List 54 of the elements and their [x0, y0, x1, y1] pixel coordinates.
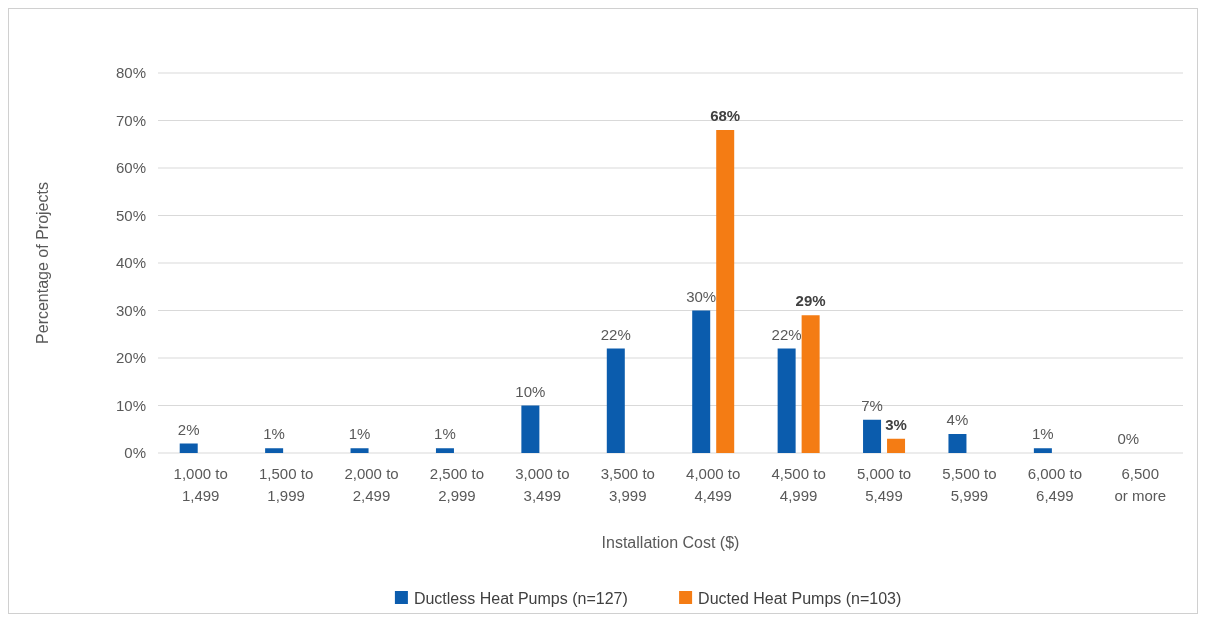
y-tick-label: 80% [115, 64, 146, 82]
x-tick-label: 2,500 to 2,999 [429, 465, 485, 504]
x-tick-label: 1,500 to 1,999 [259, 465, 314, 504]
x-tick-label: 4,500 to 4,999 [771, 465, 826, 504]
y-tick-label: 10% [115, 396, 146, 414]
data-label: 2% [177, 420, 200, 438]
data-label: 29% [795, 292, 826, 310]
x-tick-label: 2,000 to 2,499 [344, 465, 399, 504]
legend-label: Ductless Heat Pumps (n=127) [413, 589, 628, 607]
data-label: 10% [515, 382, 546, 400]
x-tick-label: 3,000 to 3,499 [515, 465, 570, 504]
bar [179, 443, 198, 453]
data-label: 30% [686, 287, 717, 305]
y-tick-label: 20% [115, 349, 146, 367]
x-tick-label: 1,000 to 1,499 [173, 465, 228, 504]
y-tick-label: 30% [115, 301, 146, 319]
data-label: 1% [1032, 425, 1054, 443]
data-label: 4% [946, 411, 969, 428]
y-axis-title: Percentage of Projects [34, 182, 51, 344]
y-tick-label: 0% [124, 444, 146, 462]
bar [1033, 448, 1052, 453]
data-label: 1% [348, 425, 371, 443]
data-label: 1% [263, 425, 285, 443]
x-axis-title: Installation Cost ($) [601, 534, 740, 551]
data-label: 3% [885, 415, 907, 433]
data-label: 22% [600, 325, 631, 343]
x-tick-label: 4,000 to 4,499 [686, 465, 741, 504]
y-tick-label: 40% [115, 254, 146, 272]
bar [265, 448, 284, 453]
x-tick-label: 6,500 or more [1114, 465, 1167, 504]
x-tick-label: 5,500 to 5,999 [942, 465, 997, 504]
bar [777, 348, 796, 453]
bar [692, 310, 711, 453]
x-tick-label: 3,500 to 3,999 [600, 465, 655, 504]
bar [435, 448, 454, 453]
bar [863, 419, 882, 453]
data-label: 22% [771, 325, 802, 343]
x-tick-label: 6,000 to 6,499 [1027, 465, 1082, 504]
data-label: 68% [710, 107, 741, 124]
data-label: 1% [434, 425, 456, 443]
bar [887, 438, 906, 453]
y-tick-label: 70% [115, 111, 146, 129]
bar [350, 448, 369, 453]
data-label: 0% [1117, 430, 1140, 447]
legend-label: Ducted Heat Pumps (n=103) [698, 589, 902, 607]
data-label: 7% [861, 396, 883, 414]
bar [606, 348, 625, 453]
bar [801, 315, 820, 453]
y-tick-label: 50% [115, 206, 146, 224]
bar [716, 130, 735, 453]
bar [948, 434, 967, 453]
y-tick-label: 60% [115, 159, 146, 177]
bar [521, 405, 540, 453]
x-tick-label: 5,000 to 5,499 [856, 465, 912, 504]
